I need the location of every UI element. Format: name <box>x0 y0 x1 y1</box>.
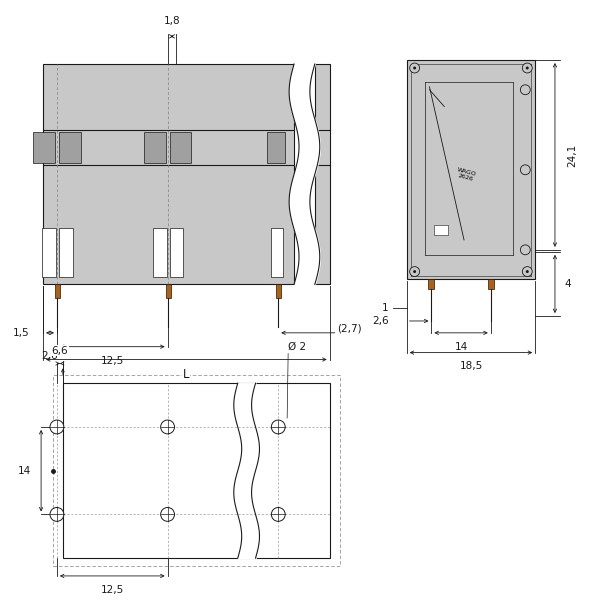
Circle shape <box>410 266 419 277</box>
Bar <box>166 284 170 298</box>
Text: 24,1: 24,1 <box>567 143 577 167</box>
Bar <box>170 132 191 163</box>
Bar <box>276 284 281 298</box>
Bar <box>42 228 56 277</box>
Bar <box>55 284 60 298</box>
Bar <box>53 376 340 566</box>
Bar <box>59 132 80 163</box>
Circle shape <box>161 508 175 521</box>
Text: 14: 14 <box>454 342 468 352</box>
Circle shape <box>520 85 530 95</box>
Text: 6,6: 6,6 <box>52 346 68 356</box>
Circle shape <box>526 67 529 70</box>
Circle shape <box>413 270 416 273</box>
Circle shape <box>50 420 64 434</box>
Circle shape <box>410 63 419 73</box>
Bar <box>315 64 329 284</box>
Bar <box>428 280 434 289</box>
Circle shape <box>520 245 530 255</box>
Bar <box>144 132 166 163</box>
Bar <box>271 228 283 277</box>
Text: L: L <box>183 368 190 382</box>
Bar <box>59 228 73 277</box>
Circle shape <box>161 420 175 434</box>
Text: 1,8: 1,8 <box>164 16 181 26</box>
Bar <box>153 228 167 277</box>
Text: 2,6: 2,6 <box>373 316 389 326</box>
Bar <box>434 225 448 235</box>
Text: WAGO
2626: WAGO 2626 <box>455 167 477 182</box>
Circle shape <box>523 266 532 277</box>
Text: (2,7): (2,7) <box>338 324 362 334</box>
Bar <box>170 228 184 277</box>
Circle shape <box>271 508 285 521</box>
Text: 2,6: 2,6 <box>41 350 58 361</box>
Text: 4: 4 <box>565 279 571 289</box>
Circle shape <box>523 63 532 73</box>
Text: 1,5: 1,5 <box>13 328 29 338</box>
Circle shape <box>520 165 530 175</box>
Circle shape <box>50 508 64 521</box>
Circle shape <box>271 420 285 434</box>
Text: 14: 14 <box>18 466 31 476</box>
Circle shape <box>413 67 416 70</box>
Text: 12,5: 12,5 <box>101 585 124 595</box>
Bar <box>43 64 294 284</box>
Text: 18,5: 18,5 <box>460 361 482 371</box>
Text: Ø 2: Ø 2 <box>288 341 306 352</box>
Bar <box>63 383 329 558</box>
Bar <box>488 280 494 289</box>
Text: 12,5: 12,5 <box>101 356 124 365</box>
Bar <box>268 132 285 163</box>
Bar <box>407 60 535 280</box>
Bar <box>33 132 55 163</box>
Text: 1: 1 <box>382 303 389 313</box>
Circle shape <box>526 270 529 273</box>
